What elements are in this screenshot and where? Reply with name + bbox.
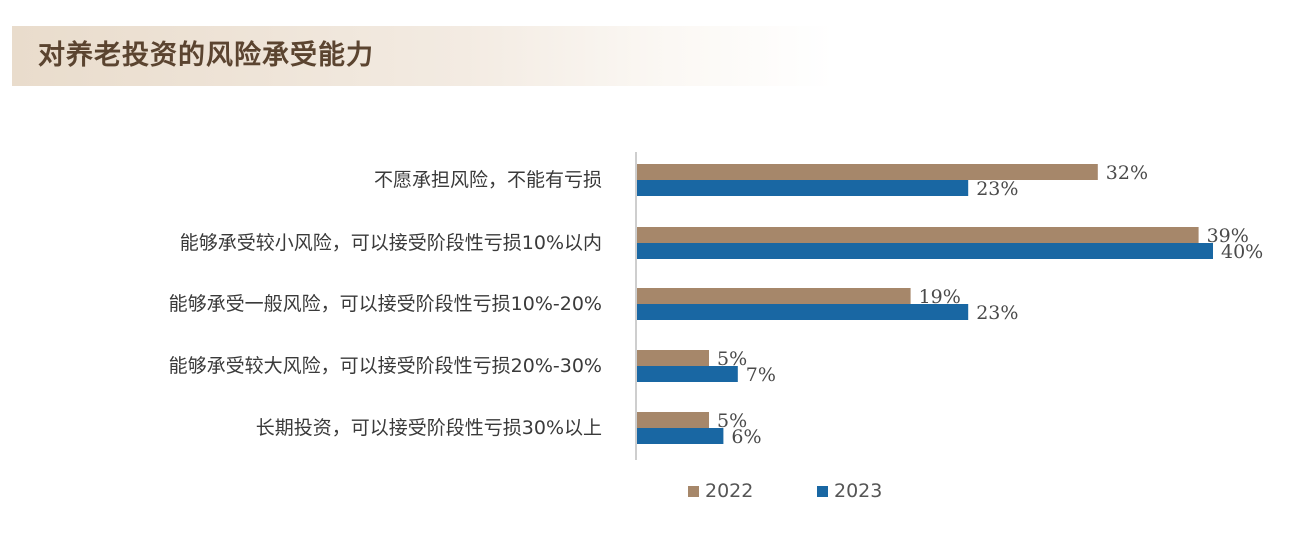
- data-label-2023: 6%: [731, 426, 761, 448]
- bar-2023: [637, 304, 969, 320]
- bar-2022: [637, 227, 1199, 243]
- bar-2022: [637, 412, 709, 428]
- legend-label-2022: 2022: [705, 480, 753, 502]
- title-banner: 对养老投资的风险承受能力: [12, 26, 834, 86]
- legend-label-2023: 2023: [834, 480, 882, 502]
- category-label: 不愿承担风险，不能有亏损: [374, 169, 602, 191]
- data-label-2022: 32%: [1106, 162, 1148, 184]
- data-label-2023: 23%: [976, 302, 1018, 324]
- category-label: 能够承受一般风险，可以接受阶段性亏损10%-20%: [169, 293, 602, 315]
- bar-2023: [637, 366, 738, 382]
- bar-2022: [637, 288, 911, 304]
- bar-2022: [637, 164, 1098, 180]
- category-label: 长期投资，可以接受阶段性亏损30%以上: [256, 417, 602, 439]
- data-label-2023: 23%: [976, 178, 1018, 200]
- bar-2023: [637, 243, 1213, 259]
- legend-swatch-2022: [688, 486, 699, 497]
- bar-2022: [637, 350, 709, 366]
- category-label: 能够承受较大风险，可以接受阶段性亏损20%-30%: [169, 355, 602, 377]
- data-label-2022: 5%: [717, 348, 747, 370]
- legend-swatch-2023: [817, 486, 828, 497]
- category-label: 能够承受较小风险，可以接受阶段性亏损10%以内: [180, 232, 602, 254]
- data-label-2023: 40%: [1221, 241, 1263, 263]
- data-label-2022: 19%: [919, 286, 961, 308]
- bar-2023: [637, 180, 969, 196]
- data-label-2023: 7%: [746, 364, 776, 386]
- data-label-2022: 5%: [717, 410, 747, 432]
- data-label-2022: 39%: [1207, 225, 1249, 247]
- bar-2023: [637, 428, 724, 444]
- chart-title: 对养老投资的风险承受能力: [38, 40, 374, 71]
